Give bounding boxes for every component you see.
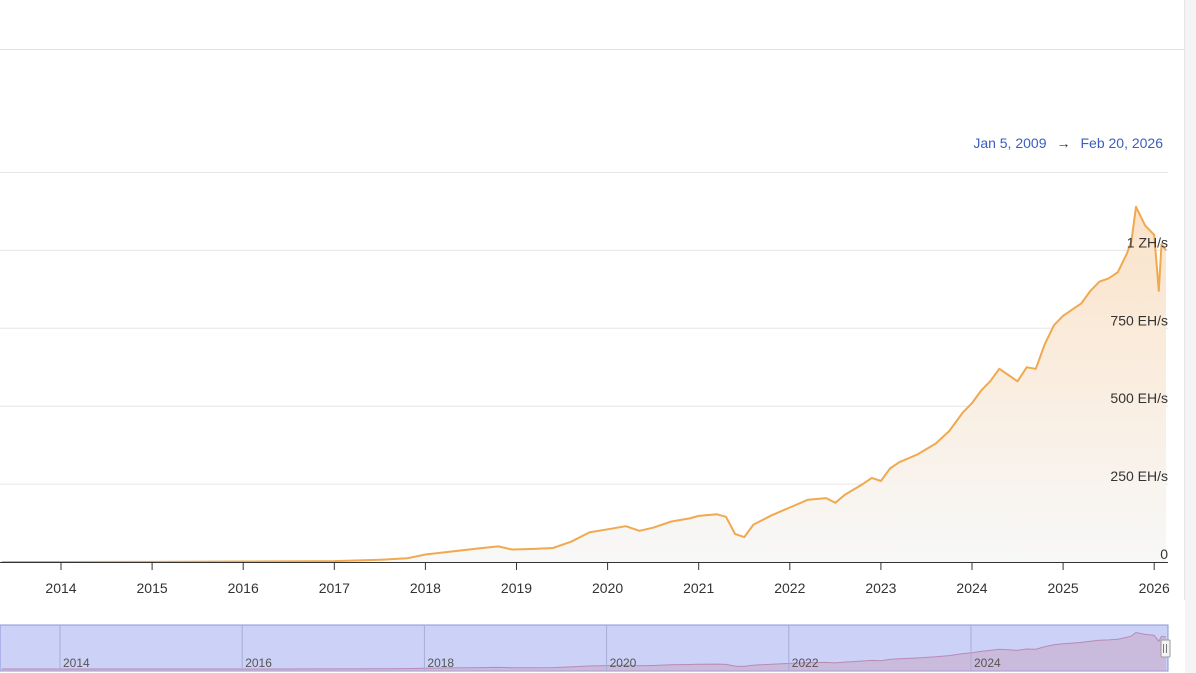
navigator-tick-label: 2014 [63,656,90,670]
y-tick-label: 500 EH/s [1110,390,1168,406]
date-range-display[interactable]: Jan 5, 2009 → Feb 20, 2026 [973,135,1163,151]
x-tick-label: 2014 [45,580,76,596]
y-tick-label: 0 [1160,546,1168,562]
navigator-right-handle[interactable] [1160,639,1171,658]
x-tick-label: 2022 [774,580,805,596]
navigator-tick-label: 2024 [974,656,1001,670]
navigator-tick-label: 2022 [792,656,819,670]
range-navigator[interactable]: 2014 2016 2018 2020 2022 2024 [0,624,1171,672]
navigator-tick-label: 2020 [610,656,637,670]
range-end-date[interactable]: Feb 20, 2026 [1080,135,1163,151]
series-area [1,206,1166,563]
x-tick-label: 2024 [956,580,987,596]
page-scrollbar-track[interactable] [1185,0,1196,673]
navigator-tick-label: 2018 [427,656,454,670]
x-tick-label: 2017 [319,580,350,596]
series-layer [1,205,1167,563]
x-tick-label: 2023 [865,580,896,596]
y-axis-labels: 0 250 EH/s 500 EH/s 750 EH/s 1 ZH/s [1110,234,1168,562]
x-axis: 2014 2015 2016 2017 2018 2019 2020 2021 2022 2023… [0,562,1170,596]
x-tick-label: 2020 [592,580,623,596]
x-tick-label: 2018 [410,580,441,596]
range-start-date[interactable]: Jan 5, 2009 [973,135,1047,151]
y-tick-label: 250 EH/s [1110,468,1168,484]
chart-right-border [1184,0,1185,600]
navigator-tick-label: 2016 [245,656,272,670]
y-tick-label: 750 EH/s [1110,312,1168,328]
y-tick-label: 1 ZH/s [1127,234,1168,250]
x-tick-label: 2015 [137,580,168,596]
top-divider [0,49,1184,50]
x-tick-label: 2025 [1048,580,1079,596]
series-line[interactable] [1,205,1167,563]
navigator-series-area [1,632,1166,671]
x-tick-label: 2021 [683,580,714,596]
range-arrow-icon: → [1056,135,1071,151]
x-tick-label: 2026 [1139,580,1170,596]
x-tick-label: 2016 [228,580,259,596]
x-tick-label: 2019 [501,580,532,596]
navigator-series-line [1,631,1167,670]
